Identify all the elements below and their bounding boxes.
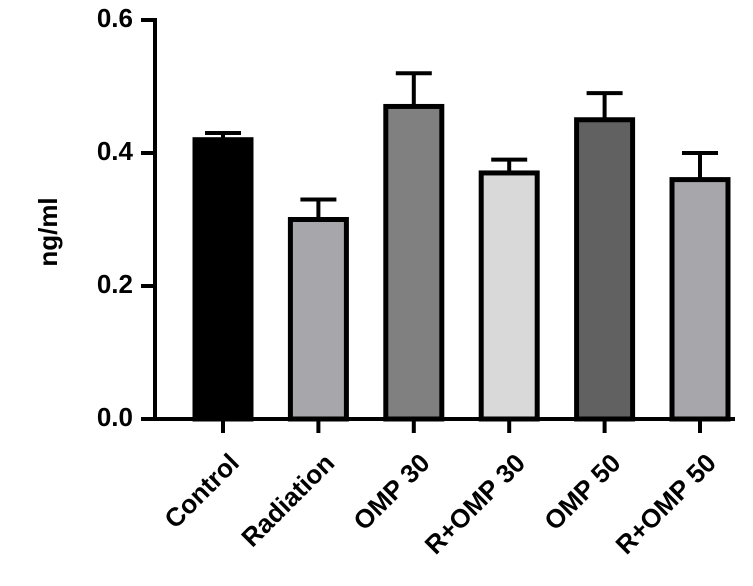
category-label: OMP 50	[538, 448, 626, 536]
category-label: Control	[158, 448, 245, 535]
bar	[669, 177, 731, 422]
category-label: R+OMP 50	[609, 448, 721, 560]
category-label: OMP 30	[347, 448, 435, 536]
bar	[574, 117, 636, 422]
y-tick-label: 0.4	[97, 136, 134, 166]
axes	[153, 18, 735, 433]
bar	[192, 137, 254, 422]
bar	[287, 217, 349, 422]
y-tick-label: 0.2	[97, 269, 133, 299]
category-label: Radiation	[235, 448, 340, 553]
y-axis-title: ng/ml	[33, 197, 63, 266]
y-tick-label: 0.0	[97, 402, 133, 432]
bar	[478, 170, 540, 422]
y-ticks: 0.0 0.2 0.4 0.6	[97, 3, 155, 432]
bars	[192, 103, 731, 422]
category-label: R+OMP 30	[419, 448, 531, 560]
bar	[383, 103, 445, 422]
y-tick-label: 0.6	[97, 3, 133, 33]
error-bars	[205, 71, 718, 220]
